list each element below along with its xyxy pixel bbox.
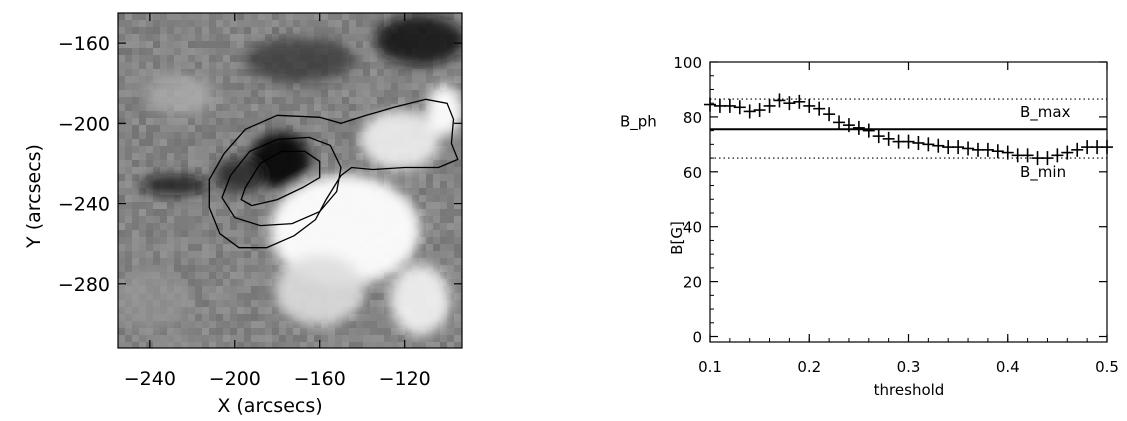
data-point (922, 137, 935, 152)
left-y-tick-label: −280 (58, 274, 110, 296)
data-point (872, 129, 885, 144)
b-max-label: B_max (1020, 103, 1071, 122)
data-point (803, 98, 816, 113)
right-axes: 0.1 0.2 0.3 0.4 0.5 0 20 40 60 80 100 (673, 54, 1119, 376)
left-x-tick-label: −160 (294, 368, 346, 390)
contour-3 (240, 150, 321, 207)
data-point (733, 100, 746, 115)
left-x-tick-label: −120 (379, 368, 431, 390)
left-y-tick-label: −200 (58, 113, 110, 135)
data-point (1041, 151, 1054, 166)
right-y-tick-label: 80 (683, 109, 702, 127)
data-point (773, 93, 786, 108)
data-point (952, 140, 965, 155)
data-points (704, 93, 1113, 166)
contour-lines (208, 98, 459, 249)
data-point (763, 98, 776, 113)
data-point (813, 101, 826, 116)
data-point (991, 144, 1004, 159)
data-point (852, 120, 865, 135)
data-point (1061, 145, 1074, 160)
contour-2 (221, 136, 342, 227)
left-x-axis-label: X (arcsecs) (217, 395, 322, 417)
data-point (743, 104, 756, 119)
contour-1 (208, 98, 459, 249)
right-x-tick-label: 0.4 (996, 358, 1020, 376)
data-point (902, 134, 915, 149)
reference-lines (710, 98, 1107, 159)
right-y-axis-label: B[G] (668, 221, 686, 255)
data-point (793, 94, 806, 109)
left-x-tick-label: −200 (209, 368, 261, 390)
magnetogram-panel: −240 −200 −160 −120 −160 −200 −240 −280 X (arcs… (23, 12, 463, 417)
data-point (1071, 142, 1084, 157)
data-point (783, 96, 796, 111)
data-point (723, 98, 736, 113)
data-point (753, 103, 766, 118)
left-x-tick-label: −240 (124, 368, 176, 390)
left-plot-frame (117, 12, 463, 349)
right-y-tick-label: 20 (683, 274, 702, 292)
left-y-tick-label: −240 (58, 194, 110, 216)
data-point (1101, 140, 1113, 155)
right-x-tick-label: 0.3 (897, 358, 921, 376)
data-point (833, 115, 846, 130)
data-point (704, 97, 716, 112)
data-point (1021, 148, 1034, 163)
data-point (912, 135, 925, 150)
right-y-tick-label: 40 (683, 219, 702, 237)
data-point (862, 123, 875, 138)
left-y-tick-label: −160 (58, 33, 110, 55)
magnetogram-image (118, 13, 462, 348)
data-point (1051, 148, 1064, 163)
b-vs-threshold-panel: 0.1 0.2 0.3 0.4 0.5 0 20 40 60 80 100 threshold B[… (620, 54, 1119, 399)
right-y-tick-label: 0 (692, 329, 702, 347)
right-x-tick-label: 0.5 (1095, 358, 1119, 376)
right-x-tick-label: 0.1 (698, 358, 722, 376)
data-point (981, 142, 994, 157)
left-axes: −240 −200 −160 −120 −160 −200 −240 −280 (58, 13, 462, 390)
b-ph-label: B_ph (620, 112, 657, 131)
data-point (1001, 145, 1014, 160)
right-x-tick-label: 0.2 (797, 358, 821, 376)
b-min-label: B_min (1020, 163, 1066, 182)
left-y-axis-label: Y (arcsecs) (23, 144, 45, 249)
right-y-tick-label: 60 (683, 164, 702, 182)
data-point (882, 131, 895, 146)
right-x-axis-label: threshold (874, 381, 945, 399)
data-point (842, 118, 855, 133)
data-point (962, 141, 975, 156)
data-point (823, 107, 836, 122)
data-point (932, 138, 945, 153)
right-y-tick-label: 100 (673, 54, 702, 72)
